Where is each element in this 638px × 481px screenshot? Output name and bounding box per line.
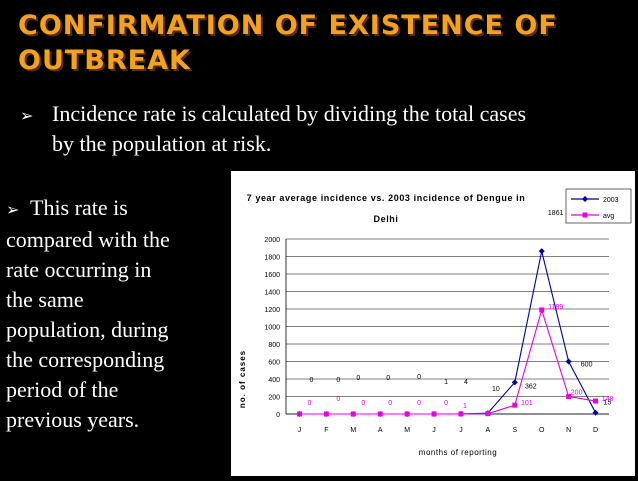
legend-marker-avg [582,212,588,218]
y-tick-label: 2000 [264,237,280,244]
bullet1-line-1: Incidence rate is calculated by dividing… [52,101,527,126]
x-tick-label: F [324,427,328,434]
bullet2-line-5: population, during [6,317,169,342]
data-point-avg [296,411,302,417]
data-label-2003: 0 [356,375,360,382]
data-label-2003: 1861 [548,210,564,217]
bullet2-line-1: This rate is [30,195,128,220]
x-tick-label: J [459,427,463,434]
y-tick-label: 400 [268,377,280,384]
bullet1-line-2: by the population at risk. [52,131,272,156]
bullet2-line-2: compared with the [6,227,170,252]
data-label-avg: 0 [388,400,392,407]
data-label-avg: 0 [444,400,448,407]
data-point-avg [512,402,518,408]
y-axis-label: no. of cases [238,350,247,408]
data-label-2003: 600 [581,362,593,369]
y-tick-label: 1800 [264,255,280,262]
data-label-2003: 4 [464,379,468,386]
arrow-bullet-icon: ➢ [20,106,34,125]
series-line-2003 [299,251,597,415]
bullet2-line-8: previous years. [6,407,140,432]
data-label-avg: 0 [417,400,421,407]
y-tick-label: 0 [276,412,280,419]
x-tick-label: M [350,427,356,434]
data-point-avg [539,307,545,313]
title-line-2: OUTBREAK [18,45,191,76]
legend-marker-2003 [582,196,588,202]
x-tick-label: A [378,427,383,434]
chart-legend: 2003 avg [565,188,632,224]
data-label-avg: 0 [361,400,365,407]
data-point-avg [593,398,599,404]
data-label-2003: 0 [417,374,421,381]
bullet2-line-3: rate occurring in [6,257,152,282]
data-label-2003: 15 [604,400,612,407]
y-tick-label: 200 [268,395,280,402]
legend-box [565,188,632,224]
y-tick-label: 600 [268,360,280,367]
data-label-2003: 0 [310,377,314,384]
bullet2-line-4: the same [6,287,84,312]
x-tick-label: N [566,427,571,434]
y-tick-label: 1000 [264,325,280,332]
data-label-2003: 0 [386,375,390,382]
bullet2-line-6: the corresponding [6,347,165,372]
data-point-avg [485,411,491,417]
data-label-avg: 1 [463,403,467,410]
x-tick-label: A [486,427,491,434]
x-axis-label: months of reporting [419,448,497,457]
x-tick-label: J [298,427,302,434]
title-line-1: CONFIRMATION OF EXISTENCE OF [18,10,558,41]
data-label-avg: 101 [521,400,533,407]
x-tick-label: J [432,427,436,434]
data-point-avg [377,411,383,417]
dengue-chart: 7 year average incidence vs. 2003 incide… [231,171,635,476]
data-label-avg: 0 [336,396,340,403]
legend-label-avg: avg [603,213,614,220]
series-line-avg [299,308,596,415]
arrow-bullet-icon: ➢ [6,200,20,219]
y-tick-label: 1600 [264,272,280,279]
data-point-avg [350,411,356,417]
x-tick-label: S [512,427,517,434]
data-point-avg [566,394,572,399]
bullet2-line-7: period of the [6,377,119,402]
data-label-avg: 0 [308,400,312,407]
x-tick-label: O [539,427,545,434]
y-tick-label: 1200 [264,307,280,314]
slide-title: CONFIRMATION OF EXISTENCE OF OUTBREAK [18,8,628,78]
bullet-incidence-rate: ➢ Incidence rate is calculated by dividin… [20,100,635,158]
data-label-2003: 10 [492,386,500,393]
data-point-2003 [538,248,545,255]
data-label-2003: 0 [336,377,340,384]
y-tick-label: 1400 [264,290,280,297]
data-point-avg [431,411,437,417]
data-label-avg: 200 [571,390,583,397]
chart-title-line-1: 7 year average incidence vs. 2003 incide… [247,193,526,203]
data-label-avg: 1189 [548,304,563,311]
x-tick-label: D [593,427,598,434]
chart-svg: 7 year average incidence vs. 2003 incide… [238,188,632,457]
data-point-avg [404,411,410,417]
bullet-comparison: ➢ This rate is compared with the rate occ… [6,193,228,435]
data-label-2003: 362 [525,383,537,390]
legend-label-2003: 2003 [603,197,619,204]
y-tick-label: 800 [268,342,280,349]
data-point-2003 [565,358,572,365]
data-point-2003 [592,409,599,416]
data-point-avg [458,411,464,417]
x-tick-label: M [404,427,410,434]
data-label-2003: 1 [444,379,448,386]
data-point-avg [323,411,329,417]
chart-title-line-2: Delhi [373,214,398,224]
data-label-avg: 148 [602,396,614,403]
